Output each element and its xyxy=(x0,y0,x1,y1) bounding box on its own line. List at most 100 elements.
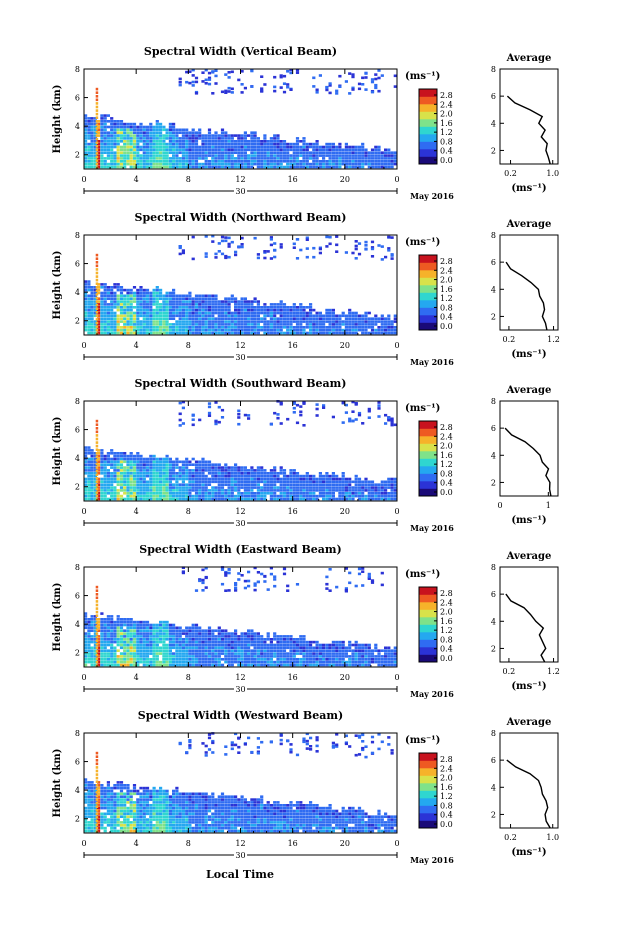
heatmap-cell xyxy=(286,317,290,320)
heatmap-cell xyxy=(234,474,238,478)
heatmap-cell xyxy=(367,326,371,329)
heatmap-cell xyxy=(289,486,293,489)
heatmap-cell xyxy=(162,326,166,329)
heatmap-cell xyxy=(276,137,280,140)
heatmap-cell xyxy=(113,658,117,661)
heatmap-cell xyxy=(279,151,283,154)
heatmap-cell xyxy=(159,480,163,484)
heatmap-cell xyxy=(90,291,94,295)
heatmap-cell xyxy=(95,261,99,264)
heatmap-cell xyxy=(335,497,339,501)
heatmap-cell xyxy=(204,497,208,501)
heatmap-cell xyxy=(87,286,91,289)
heatmap-cell xyxy=(263,154,267,157)
heatmap-cell xyxy=(126,151,130,154)
heatmap-cell xyxy=(136,134,140,137)
y-tick-label: 4 xyxy=(75,122,80,131)
heatmap-cell xyxy=(220,480,225,484)
heatmap-cell xyxy=(393,162,397,166)
heatmap-cell xyxy=(351,492,355,495)
heatmap-cell xyxy=(95,130,99,134)
heatmap-cell xyxy=(132,311,137,315)
heatmap-cell xyxy=(266,646,270,650)
heatmap-cell xyxy=(162,320,166,323)
heatmap-cell xyxy=(390,489,394,492)
heatmap-cell xyxy=(273,328,277,332)
heatmap-cell xyxy=(123,145,127,149)
heatmap-cell xyxy=(282,494,287,498)
heatmap-cell xyxy=(136,640,140,644)
heatmap-cell xyxy=(234,463,238,466)
heatmap-cell xyxy=(240,320,244,323)
heatmap-cell xyxy=(377,165,381,169)
heatmap-cell xyxy=(172,328,176,332)
heatmap-cell xyxy=(341,480,345,484)
heatmap-cell xyxy=(361,76,365,80)
heatmap-cell xyxy=(155,494,159,498)
heatmap-cell xyxy=(230,320,234,323)
heatmap-cell xyxy=(100,486,104,489)
heatmap-cell xyxy=(188,142,192,146)
heatmap-cell xyxy=(256,492,260,495)
heatmap-cell xyxy=(344,160,348,163)
heatmap-cell xyxy=(165,317,169,320)
heatmap-cell xyxy=(393,154,397,157)
heatmap-cell xyxy=(374,489,378,492)
heatmap-cell xyxy=(247,480,251,484)
heatmap-cell xyxy=(126,125,130,129)
heatmap-cell xyxy=(335,477,339,481)
heatmap-cell xyxy=(227,303,231,306)
heatmap-cell xyxy=(230,480,234,484)
heatmap-cell xyxy=(198,480,202,484)
heatmap-cell xyxy=(90,134,94,137)
heatmap-cell xyxy=(165,314,169,318)
heatmap-cell xyxy=(335,317,339,320)
heatmap-cell xyxy=(237,154,241,157)
heatmap-cell xyxy=(93,286,97,289)
heatmap-cell xyxy=(155,331,159,335)
heatmap-cell xyxy=(185,134,189,137)
heatmap-cell xyxy=(172,640,176,644)
heatmap-cell xyxy=(159,323,163,326)
heatmap-cell xyxy=(165,477,169,481)
heatmap-cell xyxy=(237,466,241,469)
heatmap-cell xyxy=(234,658,238,661)
heatmap-cell xyxy=(279,469,283,472)
heatmap-cell xyxy=(181,492,185,495)
heatmap-cell xyxy=(162,323,166,326)
heatmap-cell xyxy=(188,492,192,495)
heatmap-cell xyxy=(361,486,365,489)
heatmap-cell xyxy=(351,317,355,320)
heatmap-cell xyxy=(211,328,215,332)
heatmap-cell xyxy=(84,618,88,621)
heatmap-cell xyxy=(165,658,169,661)
heatmap-cell xyxy=(247,414,251,417)
heatmap-cell xyxy=(100,308,104,312)
y-axis-label: Height (km) xyxy=(52,85,63,154)
heatmap-cell xyxy=(305,145,309,149)
heatmap-cell xyxy=(273,134,277,137)
heatmap-cell xyxy=(390,323,394,326)
heatmap-cell xyxy=(126,663,130,667)
heatmap-cell xyxy=(168,306,172,309)
heatmap-cell xyxy=(113,626,117,630)
heatmap-cell xyxy=(100,497,104,501)
heatmap-cell xyxy=(198,477,202,481)
heatmap-cell xyxy=(126,311,130,315)
heatmap-cell xyxy=(165,306,169,309)
heatmap-cell xyxy=(263,469,267,472)
heatmap-cell xyxy=(139,660,143,664)
heatmap-cell xyxy=(367,154,371,157)
heatmap-cell xyxy=(152,477,156,481)
heatmap-cell xyxy=(132,635,137,638)
heatmap-cell xyxy=(90,314,94,318)
heatmap-cell xyxy=(256,160,260,163)
heatmap-cell xyxy=(295,480,300,484)
heatmap-cell xyxy=(181,463,185,466)
heatmap-cell xyxy=(142,288,146,292)
heatmap-cell xyxy=(145,623,150,627)
heatmap-cell xyxy=(198,640,202,644)
colorbar-tick-label: 1.2 xyxy=(440,294,453,303)
heatmap-cell xyxy=(90,288,94,292)
heatmap-cell xyxy=(260,157,264,160)
